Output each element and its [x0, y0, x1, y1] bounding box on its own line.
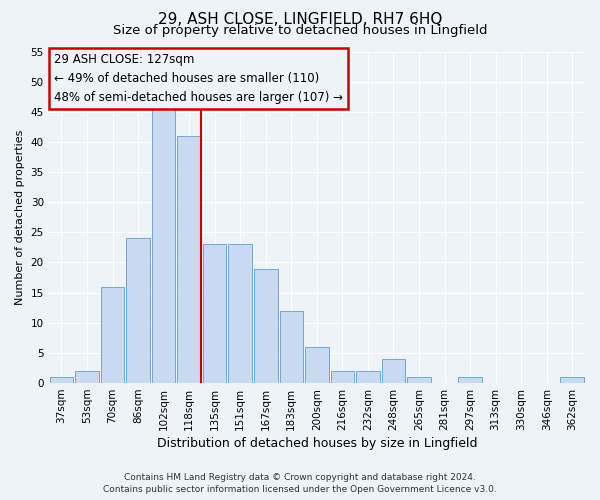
Bar — [229, 244, 252, 383]
Text: Contains HM Land Registry data © Crown copyright and database right 2024.
Contai: Contains HM Land Registry data © Crown c… — [103, 472, 497, 494]
Bar — [254, 268, 278, 383]
Bar — [203, 244, 226, 383]
Bar — [75, 371, 99, 383]
Bar — [50, 377, 73, 383]
Bar — [458, 377, 482, 383]
Bar — [101, 286, 124, 383]
Bar — [407, 377, 431, 383]
Text: 29, ASH CLOSE, LINGFIELD, RH7 6HQ: 29, ASH CLOSE, LINGFIELD, RH7 6HQ — [158, 12, 442, 28]
Bar — [127, 238, 150, 383]
Bar — [331, 371, 354, 383]
Y-axis label: Number of detached properties: Number of detached properties — [15, 130, 25, 305]
Bar — [356, 371, 380, 383]
Bar — [560, 377, 584, 383]
Text: 29 ASH CLOSE: 127sqm
← 49% of detached houses are smaller (110)
48% of semi-deta: 29 ASH CLOSE: 127sqm ← 49% of detached h… — [54, 53, 343, 104]
Bar — [152, 106, 175, 383]
Bar — [280, 310, 303, 383]
Bar — [178, 136, 201, 383]
Bar — [305, 347, 329, 383]
Text: Size of property relative to detached houses in Lingfield: Size of property relative to detached ho… — [113, 24, 487, 37]
Bar — [382, 359, 405, 383]
X-axis label: Distribution of detached houses by size in Lingfield: Distribution of detached houses by size … — [157, 437, 477, 450]
